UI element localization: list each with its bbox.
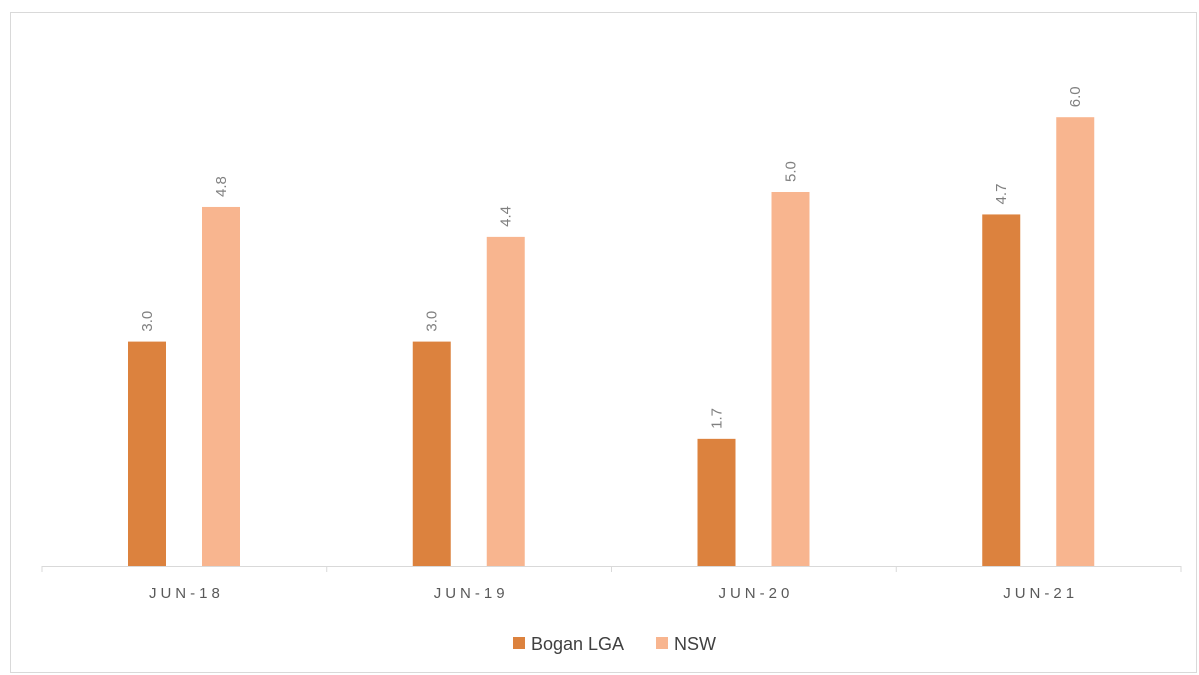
bar-bogan-lga-jun-18 bbox=[128, 341, 166, 566]
data-label: 6.0 bbox=[1067, 86, 1084, 107]
x-tick-label: JUN-21 bbox=[1003, 585, 1078, 602]
x-tick-label: JUN-18 bbox=[149, 585, 224, 602]
x-tick-label: JUN-20 bbox=[718, 585, 793, 602]
data-label: 3.0 bbox=[424, 311, 441, 332]
bar-nsw-jun-21 bbox=[1056, 117, 1095, 566]
x-tick-label: JUN-19 bbox=[434, 585, 509, 602]
data-label: 4.7 bbox=[993, 184, 1010, 205]
data-label: 4.4 bbox=[498, 206, 515, 227]
data-label: 3.0 bbox=[139, 311, 156, 332]
data-label: 5.0 bbox=[783, 161, 800, 182]
data-label: 1.7 bbox=[709, 408, 726, 429]
legend-swatch-nsw bbox=[656, 637, 668, 649]
bar-nsw-jun-20 bbox=[771, 192, 810, 566]
bar-bogan-lga-jun-20 bbox=[697, 438, 736, 566]
data-label: 4.8 bbox=[213, 176, 230, 197]
legend-swatch-bogan-lga bbox=[513, 637, 525, 649]
bar-bogan-lga-jun-21 bbox=[982, 214, 1021, 566]
bar-bogan-lga-jun-19 bbox=[412, 341, 451, 566]
bar-nsw-jun-19 bbox=[486, 236, 525, 566]
legend-label: Bogan LGA bbox=[531, 634, 624, 654]
bar-nsw-jun-18 bbox=[202, 206, 240, 566]
x-axis: JUN-18 JUN-19 JUN-20 JUN-21 bbox=[41, 566, 1182, 602]
legend: Bogan LGA NSW bbox=[513, 634, 716, 654]
data-labels-group: 3.0 4.8 3.0 4.4 1.7 5.0 4.7 6.0 bbox=[139, 86, 1084, 428]
legend-label: NSW bbox=[674, 634, 716, 654]
bars-group bbox=[128, 117, 1095, 566]
